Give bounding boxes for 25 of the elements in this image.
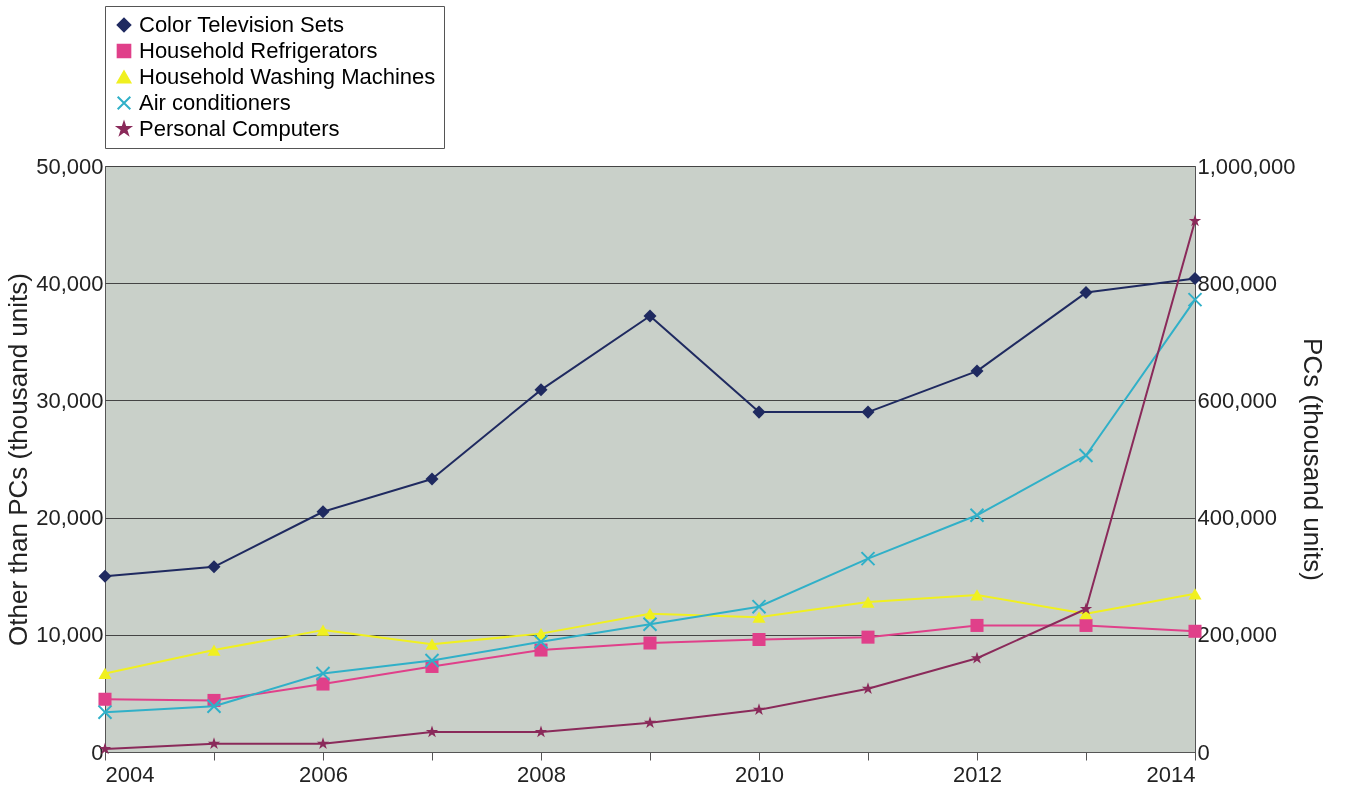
x-tick-label: 2004: [105, 761, 155, 787]
x-tick-label: 2008: [517, 761, 566, 787]
x-tick-label: 2012: [953, 761, 1002, 787]
y-tick-label: 40,000: [36, 270, 104, 296]
y2-axis-title: PCs (thousand units): [1298, 338, 1329, 581]
y2-tick-label: 0: [1197, 739, 1210, 765]
y2-tick-label: 600,000: [1197, 387, 1278, 413]
y2-tick-label: 800,000: [1197, 270, 1278, 296]
x-tick-label: 2010: [735, 761, 784, 787]
legend-label: Air conditioners: [139, 90, 291, 115]
y-axis-title: Other than PCs (thousand units): [3, 273, 34, 646]
y2-tick-label: 200,000: [1197, 622, 1278, 648]
y2-tick-label: 400,000: [1197, 505, 1278, 531]
legend-label: Household Washing Machines: [139, 64, 436, 89]
legend-label: Personal Computers: [139, 116, 340, 141]
x-tick-label: 2006: [299, 761, 348, 787]
y-tick-label: 20,000: [36, 505, 104, 531]
y-tick-label: 10,000: [36, 622, 104, 648]
legend-label: Color Television Sets: [139, 12, 345, 37]
legend-label: Household Refrigerators: [139, 38, 378, 63]
y2-tick-label: 1,000,000: [1197, 153, 1296, 179]
x-tick-label: 2014: [1146, 761, 1196, 787]
y-tick-label: 0: [91, 739, 104, 765]
y-tick-label: 30,000: [36, 387, 104, 413]
y-tick-label: 50,000: [36, 153, 104, 179]
